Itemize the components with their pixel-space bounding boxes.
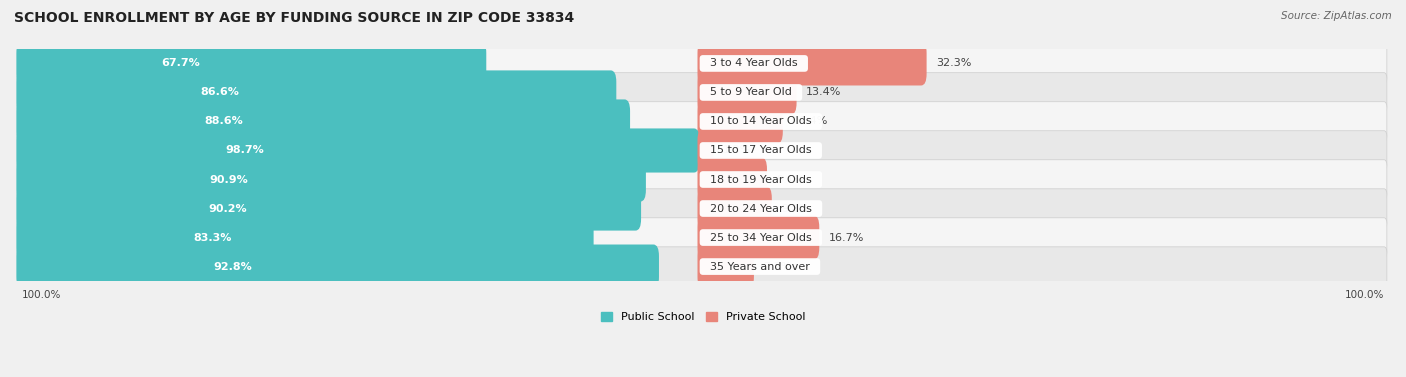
Text: 100.0%: 100.0% — [22, 290, 62, 300]
FancyBboxPatch shape — [20, 247, 1386, 286]
Text: 20 to 24 Year Olds: 20 to 24 Year Olds — [703, 204, 818, 213]
FancyBboxPatch shape — [697, 70, 797, 115]
Text: 100.0%: 100.0% — [1344, 290, 1384, 300]
FancyBboxPatch shape — [20, 160, 1386, 199]
Text: 3 to 4 Year Olds: 3 to 4 Year Olds — [703, 58, 804, 69]
FancyBboxPatch shape — [20, 44, 1386, 83]
Text: SCHOOL ENROLLMENT BY AGE BY FUNDING SOURCE IN ZIP CODE 33834: SCHOOL ENROLLMENT BY AGE BY FUNDING SOUR… — [14, 11, 574, 25]
FancyBboxPatch shape — [17, 158, 645, 202]
FancyBboxPatch shape — [20, 73, 1386, 112]
FancyBboxPatch shape — [697, 41, 927, 86]
FancyBboxPatch shape — [697, 100, 783, 144]
FancyBboxPatch shape — [20, 102, 1386, 141]
Text: 32.3%: 32.3% — [936, 58, 972, 69]
Text: 86.6%: 86.6% — [201, 87, 239, 98]
Text: 67.7%: 67.7% — [162, 58, 201, 69]
Text: 98.7%: 98.7% — [225, 146, 264, 155]
Text: 90.2%: 90.2% — [208, 204, 246, 213]
Text: 7.2%: 7.2% — [763, 262, 792, 271]
FancyBboxPatch shape — [17, 216, 593, 260]
FancyBboxPatch shape — [20, 131, 1386, 170]
Text: 5 to 9 Year Old: 5 to 9 Year Old — [703, 87, 799, 98]
FancyBboxPatch shape — [17, 245, 659, 289]
FancyBboxPatch shape — [17, 187, 641, 231]
Text: 15 to 17 Year Olds: 15 to 17 Year Olds — [703, 146, 818, 155]
FancyBboxPatch shape — [20, 218, 1386, 257]
Text: 9.1%: 9.1% — [776, 175, 806, 184]
FancyBboxPatch shape — [697, 187, 772, 231]
FancyBboxPatch shape — [17, 129, 700, 173]
Text: 83.3%: 83.3% — [194, 233, 232, 242]
Text: 18 to 19 Year Olds: 18 to 19 Year Olds — [703, 175, 818, 184]
FancyBboxPatch shape — [697, 129, 713, 173]
FancyBboxPatch shape — [17, 70, 616, 115]
FancyBboxPatch shape — [697, 245, 754, 289]
FancyBboxPatch shape — [697, 158, 768, 202]
Text: 11.4%: 11.4% — [793, 116, 828, 126]
Text: 90.9%: 90.9% — [209, 175, 249, 184]
Text: 88.6%: 88.6% — [205, 116, 243, 126]
Text: 10 to 14 Year Olds: 10 to 14 Year Olds — [703, 116, 818, 126]
Text: 92.8%: 92.8% — [214, 262, 252, 271]
Text: 13.4%: 13.4% — [806, 87, 842, 98]
Text: 9.8%: 9.8% — [782, 204, 810, 213]
FancyBboxPatch shape — [17, 100, 630, 144]
Text: 1.3%: 1.3% — [723, 146, 751, 155]
FancyBboxPatch shape — [20, 189, 1386, 228]
Text: Source: ZipAtlas.com: Source: ZipAtlas.com — [1281, 11, 1392, 21]
FancyBboxPatch shape — [17, 41, 486, 86]
Text: 25 to 34 Year Olds: 25 to 34 Year Olds — [703, 233, 818, 242]
Text: 35 Years and over: 35 Years and over — [703, 262, 817, 271]
Legend: Public School, Private School: Public School, Private School — [596, 307, 810, 326]
Text: 16.7%: 16.7% — [830, 233, 865, 242]
FancyBboxPatch shape — [697, 216, 820, 260]
